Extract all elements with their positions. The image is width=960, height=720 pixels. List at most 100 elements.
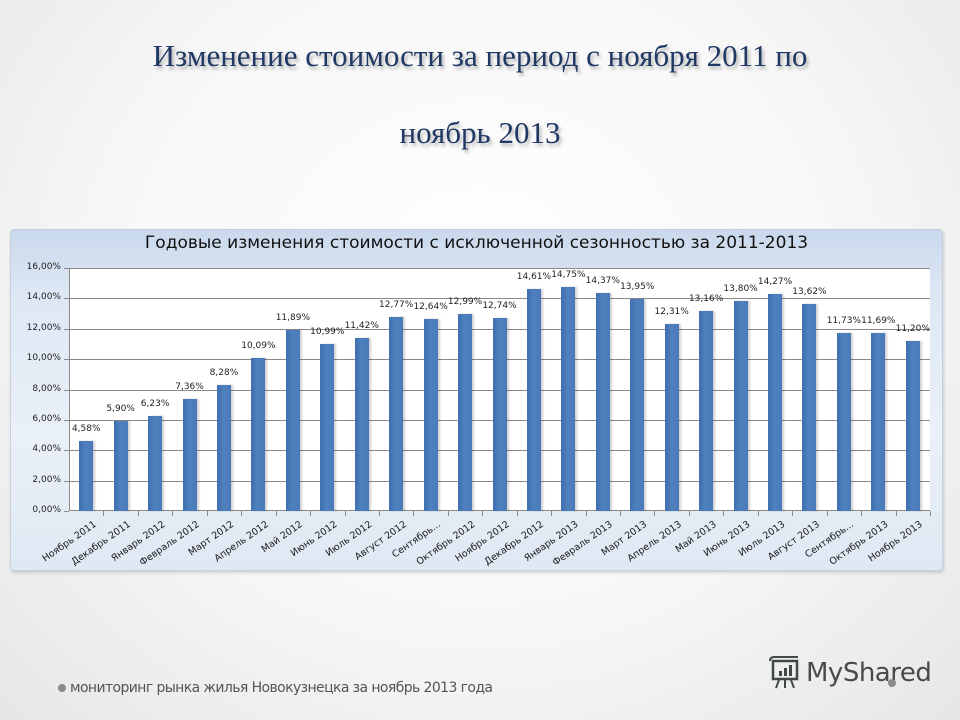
data-label: 11,89% bbox=[275, 313, 311, 324]
x-tick bbox=[344, 511, 346, 516]
footer-bullet-icon bbox=[58, 684, 66, 692]
y-tick bbox=[64, 419, 69, 421]
footer-dot-icon bbox=[888, 679, 896, 687]
y-tick-label: 14,00% bbox=[26, 292, 61, 303]
x-tick bbox=[378, 511, 380, 516]
slide-title-line-2: ноябрь 2013 bbox=[399, 115, 561, 150]
data-label: 14,61% bbox=[516, 272, 552, 283]
data-label: 12,99% bbox=[447, 296, 483, 307]
bar bbox=[595, 292, 610, 511]
y-tick-label: 10,00% bbox=[26, 353, 61, 364]
y-tick-label: 6,00% bbox=[32, 413, 61, 424]
gridline bbox=[69, 268, 930, 269]
chart-title: Годовые изменения стоимости с исключенно… bbox=[144, 233, 809, 253]
bar bbox=[561, 286, 576, 511]
x-tick bbox=[137, 511, 139, 516]
y-tick bbox=[64, 359, 69, 361]
data-label: 13,16% bbox=[688, 294, 724, 305]
y-tick bbox=[64, 268, 69, 269]
y-tick-label: 12,00% bbox=[26, 322, 61, 333]
x-tick bbox=[930, 511, 931, 516]
x-tick bbox=[310, 511, 312, 516]
y-tick-label: 16,00% bbox=[26, 262, 61, 272]
bar bbox=[182, 399, 197, 511]
y-tick bbox=[64, 298, 69, 300]
y-tick bbox=[64, 480, 69, 482]
x-tick bbox=[620, 511, 622, 516]
presentation-board-icon bbox=[769, 656, 799, 689]
data-label: 8,28% bbox=[209, 368, 239, 379]
x-tick bbox=[861, 511, 863, 516]
bar bbox=[905, 340, 920, 511]
data-label: 14,27% bbox=[757, 277, 793, 288]
data-label: 7,36% bbox=[175, 382, 204, 393]
data-label: 13,62% bbox=[792, 287, 827, 298]
data-label: 13,95% bbox=[620, 282, 655, 293]
x-tick bbox=[826, 511, 828, 516]
data-label: 11,69% bbox=[861, 316, 896, 327]
bar bbox=[354, 337, 369, 511]
x-tick bbox=[585, 511, 587, 516]
bar bbox=[492, 317, 507, 511]
bar bbox=[733, 301, 748, 511]
slide-title-line-1: Изменение стоимости за период с ноября 2… bbox=[152, 38, 808, 73]
x-tick bbox=[172, 511, 174, 516]
bar bbox=[836, 332, 851, 511]
bar bbox=[423, 319, 438, 511]
bar bbox=[871, 333, 886, 511]
x-tick bbox=[103, 511, 105, 516]
watermark-text: MyShared bbox=[806, 658, 932, 688]
x-tick bbox=[482, 511, 484, 516]
bar bbox=[216, 385, 231, 511]
data-label: 6,23% bbox=[140, 399, 170, 410]
bar bbox=[320, 344, 335, 511]
data-label: 4,58% bbox=[71, 424, 101, 435]
data-label: 12,64% bbox=[413, 302, 448, 313]
data-label: 11,42% bbox=[344, 320, 379, 331]
watermark-logo: MyShared bbox=[768, 656, 932, 690]
y-tick-label: 8,00% bbox=[32, 383, 61, 394]
data-label: 14,75% bbox=[551, 269, 586, 280]
data-label: 12,74% bbox=[482, 300, 517, 311]
y-tick-label: 2,00% bbox=[32, 474, 61, 485]
bar bbox=[285, 330, 300, 511]
gridline bbox=[69, 298, 930, 300]
x-tick bbox=[654, 511, 656, 516]
y-tick bbox=[64, 450, 69, 452]
bar bbox=[802, 304, 817, 511]
data-label: 12,31% bbox=[654, 307, 689, 318]
x-tick bbox=[551, 511, 553, 516]
data-label: 10,09% bbox=[241, 340, 276, 351]
footer-text: мониторинг рынка жилья Новокузнецка за н… bbox=[70, 680, 493, 696]
y-tick bbox=[64, 511, 69, 512]
y-tick bbox=[64, 328, 69, 330]
x-tick-label: Декабрь 2011 bbox=[69, 519, 133, 568]
x-tick bbox=[241, 511, 243, 516]
bar bbox=[768, 294, 783, 511]
bar bbox=[79, 441, 94, 511]
x-tick bbox=[757, 511, 759, 516]
bar bbox=[699, 311, 714, 511]
data-label: 11,20% bbox=[895, 323, 930, 334]
x-tick bbox=[447, 511, 449, 516]
bar bbox=[664, 324, 679, 511]
plot-area: 0,00% 2,00% 4,00% 6,00% 8,00% 10,00% 12,00% 14,… bbox=[27, 262, 931, 516]
y-tick-label: 0,00% bbox=[32, 505, 61, 515]
x-tick bbox=[792, 511, 794, 516]
y-tick-label: 4,00% bbox=[32, 444, 61, 455]
data-label: 11,73% bbox=[826, 315, 862, 326]
bar bbox=[630, 299, 645, 511]
x-tick bbox=[413, 511, 415, 516]
x-tick bbox=[688, 511, 690, 516]
bar bbox=[251, 357, 266, 511]
bar bbox=[113, 421, 128, 511]
data-label: 12,77% bbox=[379, 300, 414, 311]
chart-container: Годовые изменения стоимости с исключенно… bbox=[10, 229, 943, 571]
bar bbox=[458, 313, 473, 511]
x-tick bbox=[516, 511, 518, 516]
x-tick bbox=[275, 511, 277, 516]
data-label: 10,99% bbox=[310, 327, 345, 338]
x-tick bbox=[206, 511, 208, 516]
x-tick bbox=[895, 511, 897, 516]
bar bbox=[526, 289, 541, 511]
